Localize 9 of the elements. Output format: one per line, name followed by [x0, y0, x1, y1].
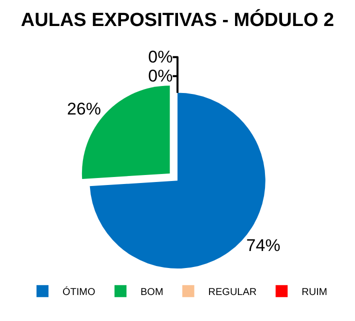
text: 0%	[148, 48, 173, 67]
legend-label: REGULAR	[208, 287, 257, 298]
data-label: 26%	[66, 99, 102, 118]
chart-title: AULAS EXPOSITIVAS - MÓDULO 2	[20, 9, 334, 32]
legend-label: ÓTIMO	[62, 286, 96, 298]
text: 0%	[148, 66, 173, 86]
legend-label: BOM	[140, 287, 164, 298]
data-label: 74%	[246, 236, 280, 255]
legend-label: RUIM	[302, 287, 328, 298]
